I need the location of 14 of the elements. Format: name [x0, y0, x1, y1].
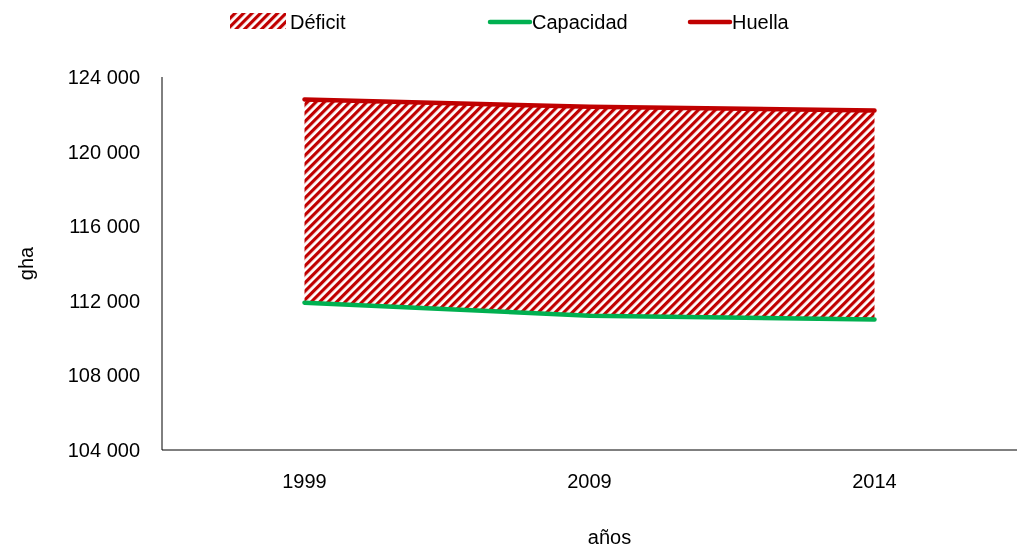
y-axis-title: gha	[15, 245, 37, 281]
y-tick-label: 108 000	[67, 364, 140, 387]
x-axis-title: años	[587, 526, 632, 548]
x-tick-label: 2014	[852, 470, 897, 492]
x-tick-label: 1999	[282, 470, 327, 492]
text: Déficit	[290, 11, 347, 33]
y-tick-label: 116 000	[69, 215, 140, 238]
x-tick-label: 2009	[567, 470, 612, 492]
y-tick-label: 112 000	[69, 289, 140, 312]
y-tick-label: 104 000	[67, 439, 140, 461]
legend-label: Huella	[732, 11, 790, 33]
y-tick-label: 124 000	[67, 66, 140, 88]
legend-label: Capacidad	[532, 11, 628, 33]
y-tick-label: 120 000	[67, 140, 140, 163]
